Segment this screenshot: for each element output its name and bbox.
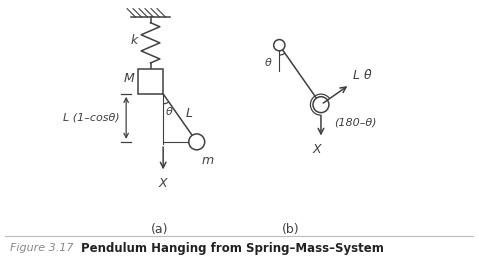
Text: θ: θ	[264, 58, 271, 68]
Text: (180–θ): (180–θ)	[334, 118, 376, 128]
Text: m: m	[201, 154, 214, 167]
Text: L (1–cosθ): L (1–cosθ)	[63, 113, 120, 123]
Circle shape	[313, 97, 329, 113]
Text: (b): (b)	[282, 223, 300, 236]
Bar	[138, 69, 163, 94]
Text: Pendulum Hanging from Spring–Mass–System: Pendulum Hanging from Spring–Mass–System	[81, 241, 384, 255]
Text: X: X	[159, 177, 168, 190]
Circle shape	[274, 40, 285, 51]
Text: (a): (a)	[151, 223, 169, 236]
Text: θ: θ	[166, 107, 172, 117]
Text: L: L	[186, 107, 193, 120]
Text: M: M	[124, 73, 134, 85]
Text: L θ̇: L θ̇	[353, 69, 371, 82]
Text: k: k	[130, 34, 137, 47]
Text: Figure 3.17: Figure 3.17	[10, 243, 73, 253]
Text: X: X	[313, 143, 321, 156]
Circle shape	[189, 134, 205, 150]
